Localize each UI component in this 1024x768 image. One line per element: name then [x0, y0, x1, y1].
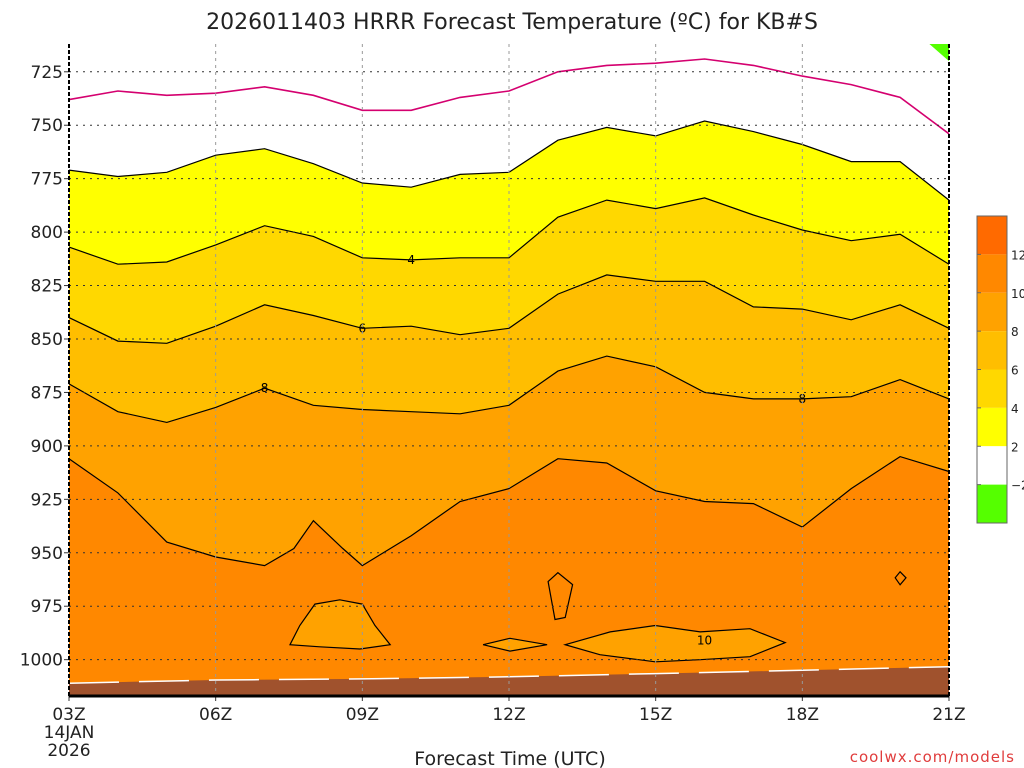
colorbar-swatch [977, 331, 1007, 370]
colorbar-label: 6 [1011, 364, 1019, 378]
isotherm-10 [68, 455, 950, 567]
warm-pocket-12 [547, 571, 574, 621]
axes: 725 750 775 800 825 850 875 900 925 950 975 1000 03Z… [20, 44, 966, 761]
x-axis-label: Forecast Time (UTC) [414, 748, 605, 768]
contour-label: 10 [697, 633, 712, 647]
isotherm-4 [68, 197, 950, 265]
x-tick-date: 14JAN [44, 723, 95, 743]
warm-pocket-12 [894, 570, 907, 586]
cool-pocket-8-10 [482, 637, 548, 652]
colorbar-swatch [977, 407, 1007, 447]
y-tick-label: 850 [31, 330, 63, 350]
contour-label: 4 [407, 253, 415, 267]
y-tick-label: 750 [31, 116, 63, 136]
x-tick-year: 2026 [47, 741, 90, 761]
colorbar: 12 10 8 6 4 2 −2 [976, 215, 1024, 524]
colorbar-swatch [977, 292, 1007, 332]
x-tick-label: 15Z [639, 705, 672, 725]
y-tick-label: 800 [31, 223, 63, 243]
x-tick-label: 21Z [932, 705, 965, 725]
y-tick-label: 975 [31, 597, 63, 617]
x-tick-label: 03Z [52, 705, 85, 725]
y-tick-label: 725 [31, 63, 63, 83]
colorbar-label: 4 [1011, 402, 1019, 416]
y-tick-label: 900 [31, 437, 63, 457]
contour-label: 8 [261, 381, 269, 395]
colorbar-label: 10 [1011, 287, 1024, 301]
contour-label: 8 [799, 392, 807, 406]
watermark: coolwx.com/models [850, 748, 1015, 766]
chart-title: 2026011403 HRRR Forecast Temperature (ºC… [206, 10, 818, 35]
y-tick-label: 925 [31, 490, 63, 510]
colorbar-label: 2 [1011, 440, 1019, 454]
colorbar-label: 12 [1011, 248, 1024, 262]
x-tick-label: 18Z [786, 705, 819, 725]
y-tick-label: 825 [31, 277, 63, 297]
y-tick-label: 1000 [20, 651, 63, 671]
colorbar-swatch [977, 254, 1007, 293]
y-tick-label: 775 [31, 170, 63, 190]
y-tick-label: 875 [31, 383, 63, 403]
terrain-edge [68, 665, 950, 684]
cool-pocket-8-10 [289, 599, 392, 650]
colorbar-swatch [977, 446, 1007, 485]
band-below-minus2 [929, 44, 949, 62]
x-tick-label: 06Z [199, 705, 232, 725]
colorbar-swatch [977, 216, 1007, 255]
colorbar-swatch [977, 484, 1007, 523]
x-tick-label: 09Z [346, 705, 379, 725]
contour-label: 6 [359, 321, 367, 335]
y-tick-label: 950 [31, 544, 63, 564]
x-tick-label: 12Z [492, 705, 525, 725]
colorbar-label: 8 [1011, 325, 1019, 339]
colorbar-swatch [977, 369, 1007, 408]
isotherm-8 [68, 355, 950, 424]
colorbar-label: −2 [1011, 479, 1024, 493]
